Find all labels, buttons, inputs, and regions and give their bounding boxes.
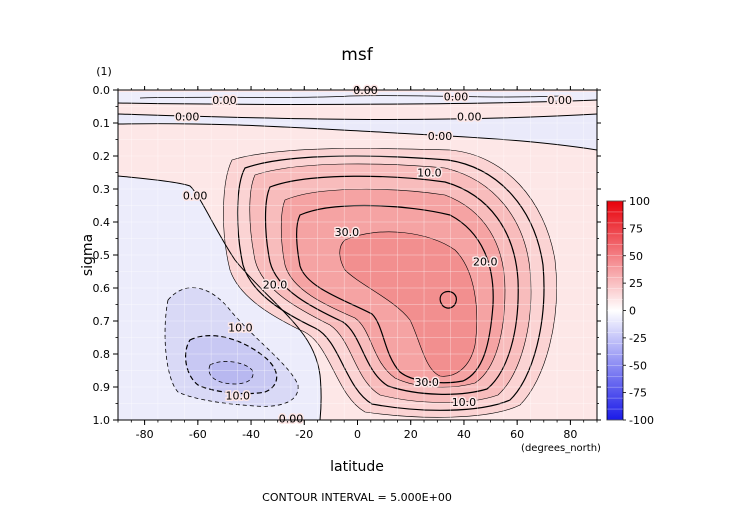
colorbar-label: -75 bbox=[629, 387, 647, 400]
contour-30 bbox=[296, 204, 494, 384]
contour-neg-15 bbox=[208, 360, 254, 385]
y-tick-label: 0.8 bbox=[93, 348, 111, 361]
contour-5 bbox=[223, 148, 557, 418]
x-tick-label: -60 bbox=[189, 428, 207, 441]
contour-labels: 0.000.000.00 0.000.00 0.000.000.000.0010.0… bbox=[173, 83, 573, 427]
y-tick-label: 0.9 bbox=[93, 381, 111, 394]
zero-contour-south bbox=[118, 175, 322, 420]
y-tick-label: 0.1 bbox=[93, 117, 111, 130]
x-tick-label: -40 bbox=[242, 428, 260, 441]
y-axis: 0.0 0.1 0.2 0.3 0.4 0.5 0.6 0.7 0.8 0.9 1.0 bbox=[93, 84, 601, 427]
y-tick-label: 1.0 bbox=[93, 414, 111, 427]
x-axis: -80 -60 -40 -20 0 20 40 60 80 bbox=[117, 86, 598, 441]
contour-label: 30.0 bbox=[335, 226, 360, 239]
y-tick-label: 0.3 bbox=[93, 183, 111, 196]
contour-35 bbox=[339, 231, 478, 377]
contour-15 bbox=[249, 163, 532, 403]
y-tick-label: 0.7 bbox=[93, 315, 111, 328]
x-units-label: (degrees_north) bbox=[521, 443, 601, 454]
colorbar-label: -50 bbox=[629, 359, 647, 372]
positive-shell-35 bbox=[339, 231, 477, 377]
contour-label: 10.0 bbox=[226, 389, 251, 402]
contour-label: 0.00 bbox=[547, 94, 572, 107]
contour-25 bbox=[280, 188, 506, 388]
panel-label: (1) bbox=[96, 65, 112, 78]
contour-20 bbox=[264, 175, 519, 395]
contour-label: 10.0 bbox=[417, 167, 442, 180]
contour-label: 0.00 bbox=[175, 110, 200, 123]
y-tick-label: 0.2 bbox=[93, 150, 111, 163]
contour-label: 0.00 bbox=[183, 190, 208, 203]
x-axis-title: latitude bbox=[330, 459, 384, 475]
colorbar-label: 50 bbox=[629, 250, 643, 263]
contour-label: 20.0 bbox=[263, 279, 288, 292]
x-tick-label: 80 bbox=[563, 428, 577, 441]
colorbar-label: 0 bbox=[629, 305, 636, 318]
y-axis-title: sigma bbox=[80, 234, 96, 276]
grid-lines bbox=[118, 90, 597, 420]
contour-neg-10 bbox=[184, 335, 278, 395]
colorbar-label: -100 bbox=[629, 414, 654, 427]
contour-label: 0.00 bbox=[279, 412, 304, 425]
contour-label: 0.00 bbox=[444, 91, 469, 104]
contour-label: 10.0 bbox=[452, 396, 477, 409]
contour-label: 30.0 bbox=[414, 376, 439, 389]
colorbar-label: 100 bbox=[629, 195, 650, 208]
y-tick-label: 0.0 bbox=[93, 84, 111, 97]
contour-label: 0.00 bbox=[457, 110, 482, 123]
contour-label: 0.00 bbox=[212, 94, 237, 107]
negative-shell-15 bbox=[209, 361, 254, 384]
zero-contour-top bbox=[118, 99, 597, 105]
x-tick-label: 40 bbox=[457, 428, 471, 441]
zero-contour-upper bbox=[118, 123, 597, 151]
contour-label: 0.00 bbox=[428, 130, 453, 143]
x-tick-label: 60 bbox=[510, 428, 524, 441]
chart-title: msf bbox=[341, 45, 373, 65]
y-tick-label: 0.5 bbox=[93, 249, 111, 262]
colorbar-bands bbox=[607, 200, 623, 421]
colorbar-label: 75 bbox=[629, 222, 643, 235]
contour-lines bbox=[118, 95, 597, 420]
x-tick-label: -80 bbox=[136, 428, 154, 441]
colorbar-label: 25 bbox=[629, 277, 643, 290]
contour-10 bbox=[236, 155, 545, 411]
y-tick-label: 0.4 bbox=[93, 216, 111, 229]
contour-neg-5 bbox=[164, 287, 299, 407]
x-tick-label: -20 bbox=[295, 428, 313, 441]
zero-contour-top-2 bbox=[139, 95, 561, 99]
contour-label: 20.0 bbox=[473, 256, 498, 269]
colorbar-label: -25 bbox=[629, 332, 647, 345]
contour-label: 10.0 bbox=[228, 322, 253, 335]
y-tick-label: 0.6 bbox=[93, 282, 111, 295]
x-tick-label: 20 bbox=[404, 428, 418, 441]
contour-interval-footer: CONTOUR INTERVAL = 5.000E+00 bbox=[262, 491, 452, 504]
zero-contour-upper-2 bbox=[118, 113, 597, 120]
x-tick-label: 0 bbox=[354, 428, 361, 441]
colorbar-labels: 100 75 50 25 0 -25 -50 -75 -100 bbox=[623, 195, 654, 427]
